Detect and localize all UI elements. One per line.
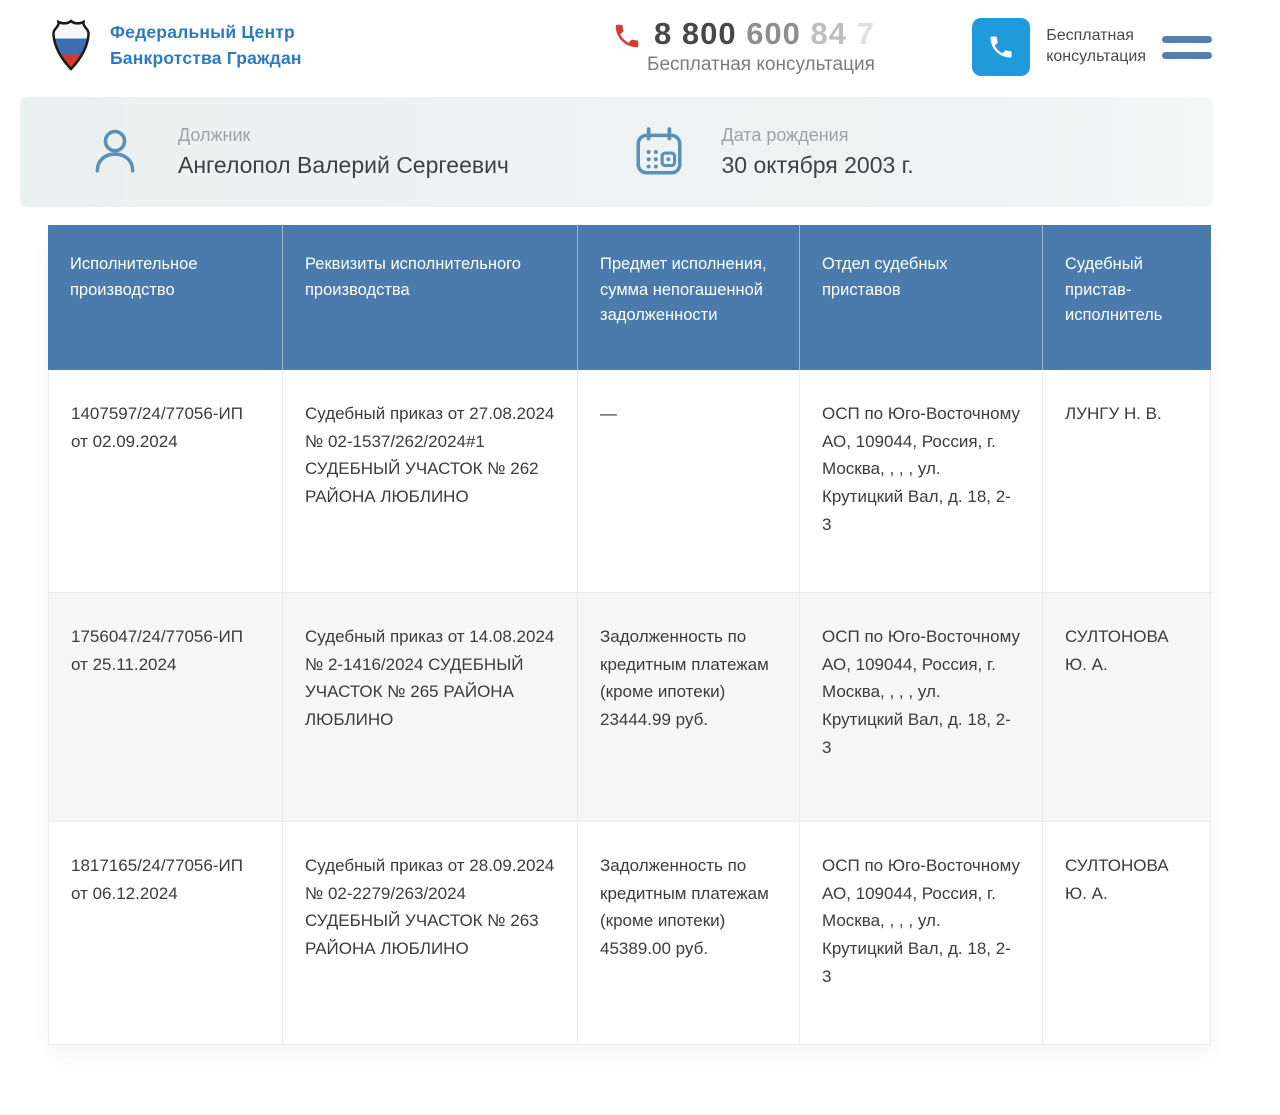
table-cell: ОСП по Юго-Восточному АО, 109044, Россия…	[800, 822, 1043, 1045]
table-cell: СУЛТОНОВА Ю. А.	[1043, 593, 1211, 822]
topbar-right-group: Бесплатная консультация	[972, 18, 1212, 76]
phone-link[interactable]: 8 800 600 84 7 Бесплатная консультация	[612, 16, 875, 76]
table-cell: Задолженность по кредитным платежам (кро…	[578, 593, 800, 822]
free-consultation-button[interactable]	[972, 18, 1031, 76]
phone-icon	[990, 36, 1012, 58]
debtor-info-strip: Должник Ангелопол Валерий Сергеевич Дата…	[20, 97, 1213, 207]
table-header-row: Исполнительное производство Реквизиты ис…	[48, 225, 1211, 370]
person-icon	[95, 129, 135, 173]
table-body: 1407597/24/77056-ИП от 02.09.2024 Судебн…	[48, 370, 1211, 1045]
table-row: 1756047/24/77056-ИП от 25.11.2024 Судебн…	[48, 593, 1211, 822]
enforcement-proceedings-table: Исполнительное производство Реквизиты ис…	[48, 225, 1211, 1045]
table-row: 1407597/24/77056-ИП от 02.09.2024 Судебн…	[48, 370, 1211, 593]
table-cell: ОСП по Юго-Восточному АО, 109044, Россия…	[800, 593, 1043, 822]
column-header: Предмет исполнения, сумма непогашенной з…	[578, 225, 800, 370]
site-logo[interactable]: Федеральный Центр Банкротства Граждан	[46, 15, 302, 75]
free-consultation-label: Бесплатная консультация	[1046, 27, 1146, 65]
phone-number: 8 800 600 84 7	[654, 16, 875, 51]
birthdate-label: Дата рождения	[721, 125, 849, 146]
column-header: Исполнительное производство	[48, 225, 283, 370]
birthdate-value: 30 октября 2003 г.	[721, 151, 914, 178]
table-row: 1817165/24/77056-ИП от 06.12.2024 Судебн…	[48, 822, 1211, 1045]
calendar-icon	[635, 127, 682, 175]
table-cell: Судебный приказ от 28.09.2024 № 02-2279/…	[283, 822, 578, 1045]
table-cell: Судебный приказ от 14.08.2024 № 2-1416/2…	[283, 593, 578, 822]
debtor-name: Ангелопол Валерий Сергеевич	[178, 151, 509, 178]
debtor-block: Должник Ангелопол Валерий Сергеевич	[20, 123, 617, 180]
table-cell: 1756047/24/77056-ИП от 25.11.2024	[48, 593, 283, 822]
column-header: Реквизиты исполнительного производства	[283, 225, 578, 370]
debtor-label: Должник	[178, 125, 251, 146]
table-cell: ЛУНГУ Н. В.	[1043, 370, 1211, 593]
table-cell: ОСП по Юго-Восточному АО, 109044, Россия…	[800, 370, 1043, 593]
top-bar: Федеральный Центр Банкротства Граждан 8 …	[0, 0, 1280, 97]
site-title: Федеральный Центр Банкротства Граждан	[110, 21, 302, 68]
table-cell: 1407597/24/77056-ИП от 02.09.2024	[48, 370, 283, 593]
table-cell: 1817165/24/77056-ИП от 06.12.2024	[48, 822, 283, 1045]
column-header: Судебный пристав-исполнитель	[1065, 255, 1163, 325]
phone-icon	[615, 24, 639, 48]
table-cell: —	[578, 370, 800, 593]
menu-burger-icon[interactable]	[1162, 32, 1212, 63]
shield-flag-icon	[52, 19, 90, 71]
phone-caption: Бесплатная консультация	[646, 54, 875, 75]
table-cell: Судебный приказ от 27.08.2024 № 02-1537/…	[283, 370, 578, 593]
table-cell: Задолженность по кредитным платежам (кро…	[578, 822, 800, 1045]
column-header: Отдел судебных приставов	[800, 225, 1043, 370]
birthdate-block: Дата рождения 30 октября 2003 г.	[617, 123, 1214, 180]
table-cell: СУЛТОНОВА Ю. А.	[1043, 822, 1211, 1045]
